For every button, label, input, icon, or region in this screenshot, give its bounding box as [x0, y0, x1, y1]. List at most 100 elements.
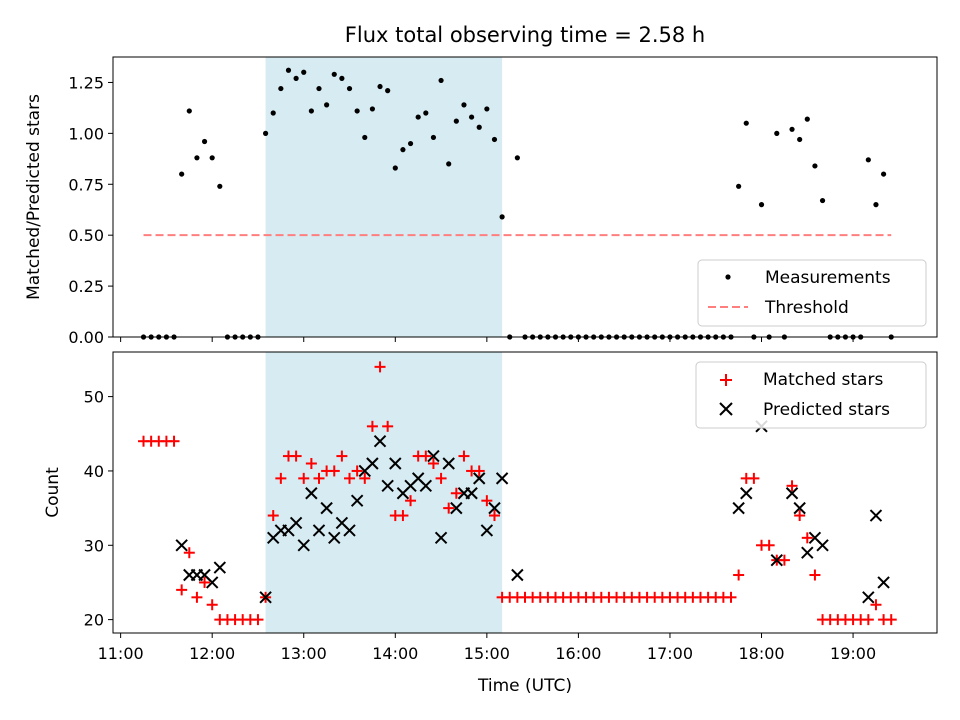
matched-star-point: [344, 472, 356, 484]
chart-title: Flux total observing time = 2.58 h: [345, 23, 705, 47]
predicted-star-point: [488, 501, 501, 515]
predicted-star-point: [801, 546, 814, 559]
measurement-point: [789, 126, 795, 132]
measurement-point: [278, 85, 284, 92]
predicted-star-point: [480, 524, 494, 537]
count-y-axis-ticks: 20 30 40 50: [84, 388, 113, 630]
matched-star-point: [252, 614, 264, 626]
matched-star-point: [488, 510, 500, 522]
legend-matched-marker: [720, 374, 732, 386]
matched-star-point: [359, 472, 371, 484]
predicted-star-point: [297, 539, 310, 552]
x-tick-label: 17:00: [647, 644, 693, 663]
measurement-point: [880, 171, 887, 177]
predicted-star-point: [366, 457, 379, 470]
measurement-point: [385, 88, 391, 94]
x-tick-label: 11:00: [98, 644, 144, 663]
x-tick-label: 18:00: [738, 644, 784, 663]
predicted-star-point: [740, 487, 753, 500]
count-legend-box: [695, 361, 927, 429]
measurement-point: [201, 138, 208, 145]
predicted-star-point: [259, 591, 272, 604]
matched-star-point: [725, 591, 737, 603]
measurement-point: [491, 136, 498, 143]
measurement-point: [446, 161, 452, 167]
count-x-axis-ticks: 11:00 12:00 13:00 14:00 15:00 16:00 17:00 18:00…: [98, 633, 876, 663]
measurement-point: [476, 124, 482, 130]
legend-measurements-marker: [725, 274, 731, 280]
predicted-star-point: [320, 501, 333, 515]
measurement-point: [743, 120, 749, 126]
matched-star-point: [885, 614, 897, 626]
measurement-point: [209, 155, 215, 161]
measurement-point: [194, 155, 200, 161]
predicted-star-point: [213, 561, 227, 574]
predicted-star-point: [305, 487, 318, 500]
predicted-star-point: [862, 591, 875, 604]
ratio-legend: Measurements Threshold: [697, 259, 927, 327]
measurement-point: [430, 134, 437, 141]
predicted-star-point: [343, 524, 356, 537]
y-tick-label: 1.00: [68, 124, 104, 143]
legend-predicted-label: Predicted stars: [763, 400, 890, 420]
measurement-point: [804, 116, 810, 122]
observing-window-shade-top: [265, 57, 503, 337]
measurement-point: [270, 110, 276, 116]
y-tick-label: 50: [84, 388, 104, 407]
measurement-point: [499, 214, 505, 220]
matched-star-point: [397, 510, 409, 522]
measurement-point: [308, 108, 314, 114]
measurement-point: [797, 136, 803, 143]
matched-star-point: [809, 569, 821, 581]
matched-star-point: [336, 450, 348, 462]
predicted-star-point: [793, 501, 806, 515]
y-tick-label: 30: [84, 536, 104, 555]
measurement-point: [438, 77, 444, 84]
predicted-star-point: [312, 524, 326, 537]
predicted-star-point: [205, 576, 219, 589]
matched-star-point: [298, 472, 310, 484]
measurement-point: [262, 130, 269, 136]
x-tick-label: 12:00: [189, 644, 235, 663]
matched-star-point: [481, 495, 493, 507]
ratio-plot-frame: [112, 56, 938, 338]
predicted-star-point: [175, 539, 188, 552]
predicted-star-point: [785, 487, 799, 500]
predicted-star-point: [511, 568, 524, 582]
measurement-point: [186, 108, 192, 114]
matched-star-point: [313, 472, 325, 484]
y-tick-label: 40: [84, 462, 104, 481]
predicted-star-point: [434, 531, 448, 545]
measurement-point: [285, 67, 292, 73]
legend-matched-label: Matched stars: [763, 370, 883, 390]
matched-star-point: [176, 584, 188, 596]
matched-star-point: [168, 435, 180, 447]
count-marks: [138, 361, 897, 626]
y-tick-label: 0.50: [68, 226, 104, 245]
matched-star-point: [450, 487, 462, 499]
x-tick-label: 16:00: [555, 644, 601, 663]
measurement-point: [514, 155, 520, 161]
matched-star-point: [267, 510, 279, 522]
matched-star-point: [328, 465, 340, 477]
measurement-point: [293, 75, 299, 81]
matched-star-point: [290, 450, 302, 462]
matched-star-point: [786, 480, 798, 492]
predicted-star-point: [289, 516, 303, 530]
predicted-star-point: [770, 553, 783, 567]
predicted-star-point: [450, 501, 463, 515]
ratio-y-axis-ticks: 0.00 0.25 0.50 0.75 1.00 1.25: [68, 73, 113, 347]
matched-star-point: [473, 465, 485, 477]
measurement-point: [484, 106, 490, 112]
measurement-point: [819, 197, 826, 204]
legend-threshold-label: Threshold: [764, 298, 849, 318]
x-tick-label: 13:00: [281, 644, 327, 663]
measurement-point: [377, 83, 383, 90]
predicted-star-point: [495, 472, 509, 485]
ratio-y-axis-label: Matched/Predicted stars: [24, 94, 44, 300]
measurement-point: [400, 147, 406, 153]
predicted-star-point: [328, 531, 341, 545]
predicted-star-point: [732, 501, 745, 515]
measurement-point: [407, 140, 414, 147]
